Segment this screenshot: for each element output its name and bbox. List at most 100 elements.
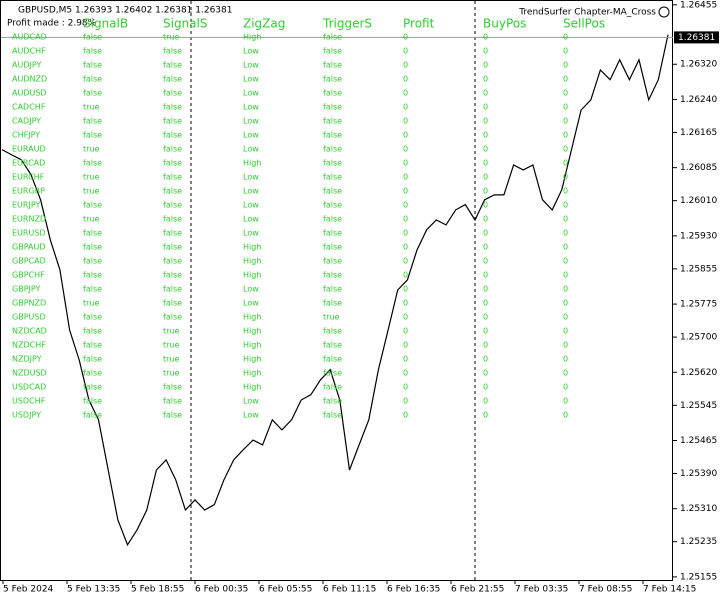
cell: 0 <box>563 313 568 322</box>
y-tick-label: 1.26010 <box>680 196 717 206</box>
cell: 0 <box>563 243 568 252</box>
cell: 0 <box>483 75 488 84</box>
cell: 0 <box>403 229 408 238</box>
cell: false <box>83 341 102 350</box>
y-tick-label: 1.25235 <box>680 537 717 547</box>
y-tick-label: 1.25700 <box>680 333 717 343</box>
y-tick-label: 1.25930 <box>680 231 717 241</box>
cell: false <box>83 397 102 406</box>
cell: false <box>323 47 342 56</box>
cell: Low <box>243 75 259 84</box>
price-line <box>1 34 669 547</box>
cell: 0 <box>483 341 488 350</box>
cell: true <box>323 313 339 322</box>
cell: true <box>163 355 179 364</box>
cell: High <box>243 369 261 378</box>
cell: 0 <box>403 47 408 56</box>
cell: false <box>163 201 182 210</box>
cell: true <box>83 103 99 112</box>
cell: true <box>83 145 99 154</box>
cell: 0 <box>563 33 568 42</box>
cell: false <box>83 355 102 364</box>
cell: false <box>163 257 182 266</box>
column-header: ZigZag <box>243 17 285 31</box>
y-tick-label: 1.26455 <box>680 0 717 10</box>
cell: false <box>83 61 102 70</box>
x-tick-label: 5 Feb 18:55 <box>131 585 184 595</box>
current-price-label: 1.26381 <box>678 33 715 43</box>
cell: 0 <box>563 383 568 392</box>
cell: false <box>323 117 342 126</box>
cell: false <box>83 131 102 140</box>
cell: Low <box>243 187 259 196</box>
cell: false <box>323 341 342 350</box>
cell: 0 <box>563 257 568 266</box>
cell: High <box>243 355 261 364</box>
cell: Low <box>243 299 259 308</box>
cell: 0 <box>403 215 408 224</box>
y-tick-label: 1.26165 <box>680 128 717 138</box>
cell: false <box>323 89 342 98</box>
cell: High <box>243 383 261 392</box>
cell: false <box>163 383 182 392</box>
cell: false <box>323 173 342 182</box>
cell: 0 <box>563 131 568 140</box>
indicator-name: TrendSurfer Chapter-MA_Cross <box>518 8 656 18</box>
cell: false <box>83 229 102 238</box>
cell: Low <box>243 145 259 154</box>
cell: false <box>83 271 102 280</box>
symbol: NZDJPY <box>12 355 42 364</box>
cell: High <box>243 257 261 266</box>
cell: false <box>323 327 342 336</box>
x-tick-label: 7 Feb 08:55 <box>579 585 632 595</box>
cell: false <box>323 103 342 112</box>
cell: 0 <box>483 201 488 210</box>
cell: 0 <box>483 313 488 322</box>
x-tick-label: 6 Feb 16:35 <box>387 585 440 595</box>
cell: false <box>323 299 342 308</box>
cell: false <box>323 369 342 378</box>
cell: Low <box>243 215 259 224</box>
cell: 0 <box>483 397 488 406</box>
cell: 0 <box>483 89 488 98</box>
cell: 0 <box>483 187 488 196</box>
cell: false <box>83 33 102 42</box>
cell: false <box>163 271 182 280</box>
cell: 0 <box>483 271 488 280</box>
symbol: AUDUSD <box>12 89 47 98</box>
cell: 0 <box>403 341 408 350</box>
y-tick-label: 1.26240 <box>680 95 717 105</box>
column-header: BuyPos <box>483 17 526 31</box>
cell: 0 <box>403 187 408 196</box>
cell: 0 <box>483 117 488 126</box>
cell: false <box>323 257 342 266</box>
cell: Low <box>243 89 259 98</box>
cell: true <box>163 327 179 336</box>
cell: 0 <box>563 341 568 350</box>
cell: 0 <box>483 173 488 182</box>
cell: 0 <box>563 299 568 308</box>
cell: 0 <box>563 397 568 406</box>
y-tick-label: 1.25390 <box>680 469 717 479</box>
cell: false <box>83 383 102 392</box>
cell: 0 <box>563 61 568 70</box>
cell: High <box>243 159 261 168</box>
cell: 0 <box>563 369 568 378</box>
cell: 0 <box>563 229 568 238</box>
cell: false <box>163 313 182 322</box>
y-tick-label: 1.25545 <box>680 401 717 411</box>
cell: 0 <box>403 145 408 154</box>
symbol: CADCHF <box>12 103 46 112</box>
symbol: GBPCAD <box>12 257 46 266</box>
cell: false <box>163 411 182 420</box>
cell: High <box>243 271 261 280</box>
cell: 0 <box>483 299 488 308</box>
y-tick-label: 1.25465 <box>680 436 717 446</box>
y-tick-label: 1.25155 <box>680 572 717 582</box>
cell: 0 <box>403 271 408 280</box>
symbol: GBPJPY <box>12 285 41 294</box>
cell: 0 <box>403 257 408 266</box>
cell: Low <box>243 173 259 182</box>
cell: 0 <box>483 229 488 238</box>
cell: High <box>243 243 261 252</box>
